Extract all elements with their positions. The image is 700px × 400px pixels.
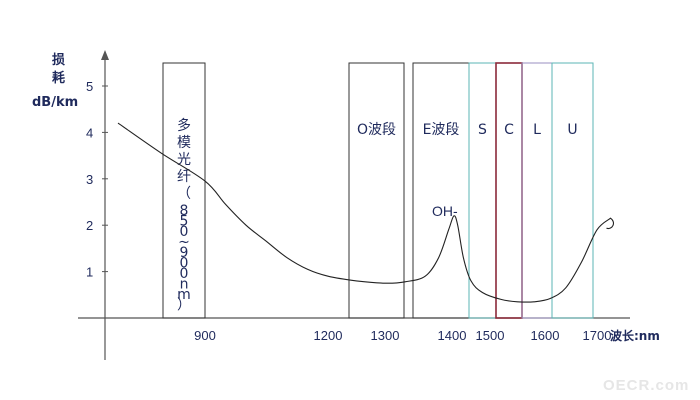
band-label-e-band: E波段 bbox=[423, 122, 460, 138]
y-tick-label: 4 bbox=[86, 125, 93, 140]
band-l-band bbox=[521, 62, 553, 319]
axes bbox=[78, 50, 630, 360]
x-tick-label: 1200 bbox=[314, 328, 343, 343]
y-tick-label: 1 bbox=[86, 265, 93, 280]
y-axis-arrow bbox=[101, 50, 109, 60]
band-e-band bbox=[412, 62, 470, 319]
band-label-s-band: S bbox=[478, 122, 487, 138]
x-tick-labels: 900 1200 1300 1400 1500 1600 1700 bbox=[194, 328, 611, 343]
band-s-band bbox=[468, 62, 497, 319]
band-label-c-band: C bbox=[504, 122, 514, 138]
band-label-o-band: O波段 bbox=[357, 122, 396, 138]
band-multimode bbox=[162, 62, 206, 319]
band-u-band bbox=[551, 62, 594, 319]
attenuation-curve bbox=[117, 122, 615, 303]
x-tick-label: 1500 bbox=[476, 328, 505, 343]
oh-annotation: OH- bbox=[432, 203, 458, 219]
wavelength-bands: 多模光纤（ 8 5 0 ~9 0 0 n m ） O波段 E波段 S C L U bbox=[162, 62, 594, 319]
x-tick-label: 1400 bbox=[438, 328, 467, 343]
y-tick-label: 5 bbox=[86, 79, 93, 94]
x-tick-label: 1700 bbox=[583, 328, 612, 343]
y-axis-title-char-2: 耗 bbox=[52, 70, 65, 86]
band-label-multimode: 多模光纤（ 8 5 0 ~9 0 0 n m） bbox=[177, 117, 191, 314]
x-tick-label: 1300 bbox=[371, 328, 400, 343]
x-tick-label: 1600 bbox=[531, 328, 560, 343]
band-o-band bbox=[348, 62, 405, 319]
x-tick-label: 900 bbox=[194, 328, 216, 343]
watermark: OECR.com bbox=[603, 377, 689, 394]
y-tick-label: 2 bbox=[86, 218, 93, 233]
y-tick-label: 3 bbox=[86, 172, 93, 187]
band-c-band bbox=[495, 62, 523, 319]
x-axis-title: 波长:nm bbox=[610, 328, 660, 343]
y-axis-title-unit: dB/km bbox=[32, 95, 78, 110]
y-axis-title-char-1: 损 bbox=[52, 52, 65, 68]
band-label-u-band: U bbox=[567, 122, 577, 138]
y-tick-labels: 1 2 3 4 5 bbox=[86, 79, 108, 280]
band-label-l-band: L bbox=[533, 122, 541, 138]
